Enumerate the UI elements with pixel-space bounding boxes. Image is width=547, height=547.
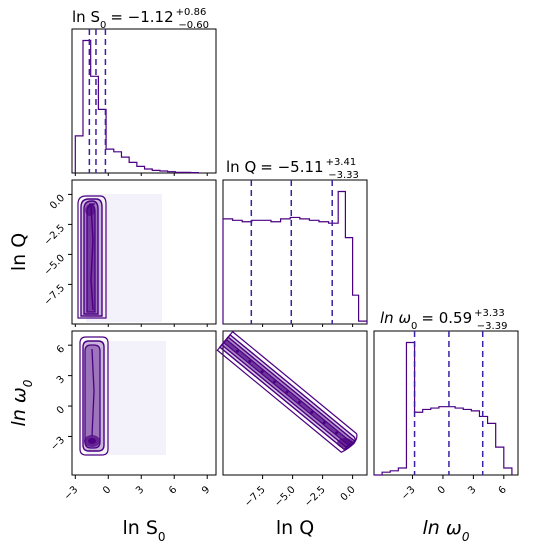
contour-ln-omega0-vs-ln-S0 xyxy=(79,336,166,456)
density-shade xyxy=(86,341,166,455)
contour-line xyxy=(84,344,101,449)
density-dot xyxy=(248,359,252,363)
density-dot xyxy=(285,390,289,394)
tick-label-ln-omega0-left: 0 xyxy=(55,404,67,416)
contour-line xyxy=(82,340,105,452)
tick-label-ln-S0: 0 xyxy=(101,484,113,496)
contour-line xyxy=(83,200,99,315)
hist-step xyxy=(222,190,368,324)
tick-label-ln-Q-left: −2.5 xyxy=(42,223,67,248)
title-ln-omega0: ln ω0 = 0.59 +3.33 −3.39 xyxy=(380,308,507,332)
panel-ln-Q-vs-ln-S0 xyxy=(71,179,217,325)
contour-core xyxy=(91,348,95,437)
panel-ln-omega0-vs-ln-S0 xyxy=(71,330,217,476)
title-ln-S0: ln S0 = −1.12 +0.86 −0.60 xyxy=(72,7,209,31)
density-dot xyxy=(235,349,239,353)
hist-ln-Q xyxy=(222,180,368,324)
tick-label-ln-omega0: 0 xyxy=(436,484,448,496)
contour-line xyxy=(79,336,109,456)
tick-label-ln-Q-left: 0.0 xyxy=(48,193,67,212)
contour-fill xyxy=(87,204,95,312)
tick-label-ln-Q: 0.0 xyxy=(339,484,358,503)
contour-line xyxy=(80,198,103,317)
tick-label-ln-omega0-left: −3 xyxy=(49,435,67,453)
density-dot xyxy=(310,410,314,414)
xlabel-ln-Q: ln Q xyxy=(276,517,314,539)
xlabel-ln-omega0: ln ω0 xyxy=(423,517,470,544)
contour-fill xyxy=(85,345,100,448)
tick-label-ln-omega0: −3 xyxy=(399,484,417,502)
tick-label-ln-Q: −7.5 xyxy=(243,484,268,509)
density-peak xyxy=(85,204,95,216)
hist-step xyxy=(374,341,513,476)
panel-hist-ln-omega0 xyxy=(373,330,519,476)
tick-label-ln-S0: 9 xyxy=(200,484,212,496)
tick-label-ln-S0: 3 xyxy=(134,484,146,496)
tick-label-ln-Q: −2.5 xyxy=(303,484,328,509)
tick-label-ln-Q: −5.0 xyxy=(273,484,298,509)
tick-label-ln-omega0-left: 3 xyxy=(55,374,67,386)
ylabel-ln-omega0: ln ω0 xyxy=(8,379,35,426)
tick-label-ln-Q-left: −5.0 xyxy=(42,253,67,278)
tick-label-ln-Q-left: −7.5 xyxy=(42,283,67,308)
xlabel-ln-S0: ln S0 xyxy=(122,517,165,544)
hist-ln-S0 xyxy=(74,29,200,174)
contour-ln-Q-vs-ln-S0 xyxy=(77,194,162,322)
density-dot xyxy=(335,431,339,435)
density-peak-core xyxy=(88,438,96,444)
tick-label-ln-S0: −3 xyxy=(62,484,80,502)
contour-ln-omega0-vs-ln-Q xyxy=(216,330,358,453)
density-dot xyxy=(322,421,326,425)
ylabel-ln-Q: ln Q xyxy=(8,233,30,271)
tick-label-ln-omega0: 3 xyxy=(466,484,478,496)
density-dot xyxy=(260,370,264,374)
tick-label-ln-omega0-left: 6 xyxy=(55,344,67,356)
density-peak xyxy=(337,438,353,448)
panel-ln-omega0-vs-ln-Q xyxy=(222,330,368,476)
panel-hist-ln-S0 xyxy=(71,28,217,174)
tick-label-ln-S0: 6 xyxy=(167,484,179,496)
contour-core xyxy=(90,205,94,311)
title-ln-Q: ln Q = −5.11 +3.41 −3.33 xyxy=(226,157,359,181)
contour-line xyxy=(77,195,107,319)
density-dot xyxy=(297,400,301,404)
tick-label-ln-omega0: 6 xyxy=(497,484,509,496)
hist-ln-omega0 xyxy=(374,331,513,476)
density-dot xyxy=(273,380,277,384)
hist-step xyxy=(74,39,200,174)
